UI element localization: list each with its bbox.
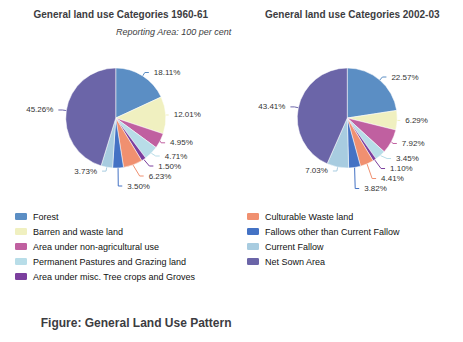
svg-text:Permanent Pastures and Grazing: Permanent Pastures and Grazing land (33, 257, 186, 267)
svg-text:22.57%: 22.57% (391, 73, 418, 82)
svg-text:43.41%: 43.41% (258, 102, 285, 111)
svg-text:12.01%: 12.01% (174, 110, 201, 119)
svg-text:1.10%: 1.10% (390, 164, 413, 173)
svg-text:7.92%: 7.92% (402, 139, 425, 148)
svg-text:6.29%: 6.29% (405, 116, 428, 125)
svg-text:45.26%: 45.26% (26, 105, 53, 114)
svg-text:General land use Categories 20: General land use Categories 2002-03 (265, 9, 440, 20)
svg-text:3.45%: 3.45% (396, 154, 419, 163)
svg-text:4.71%: 4.71% (165, 152, 188, 161)
svg-text:Culturable Waste land: Culturable Waste land (265, 212, 353, 222)
svg-text:4.95%: 4.95% (170, 138, 193, 147)
svg-text:18.11%: 18.11% (154, 68, 181, 77)
svg-text:General land use Categories 19: General land use Categories 1960-61 (33, 9, 208, 20)
svg-text:3.82%: 3.82% (364, 184, 387, 193)
svg-text:1.50%: 1.50% (158, 162, 181, 171)
svg-text:Fallows other than Current Fal: Fallows other than Current Fallow (265, 227, 400, 237)
svg-text:Area under non-agricultural us: Area under non-agricultural use (33, 242, 159, 252)
svg-text:Reporting Area: 100 per cent: Reporting Area: 100 per cent (116, 27, 232, 37)
svg-text:Area under misc. Tree crops an: Area under misc. Tree crops and Groves (33, 272, 196, 282)
svg-text:Current Fallow: Current Fallow (265, 242, 324, 252)
svg-text:4.41%: 4.41% (381, 174, 404, 183)
svg-text:Barren and waste land: Barren and waste land (33, 227, 123, 237)
svg-text:3.73%: 3.73% (74, 167, 97, 176)
svg-text:3.50%: 3.50% (127, 182, 150, 191)
svg-text:6.23%: 6.23% (149, 172, 172, 181)
svg-text:Net Sown Area: Net Sown Area (265, 257, 325, 267)
svg-text:Figure: General Land Use Patte: Figure: General Land Use Pattern (41, 316, 232, 330)
svg-text:Forest: Forest (33, 212, 59, 222)
svg-text:7.03%: 7.03% (305, 166, 328, 175)
